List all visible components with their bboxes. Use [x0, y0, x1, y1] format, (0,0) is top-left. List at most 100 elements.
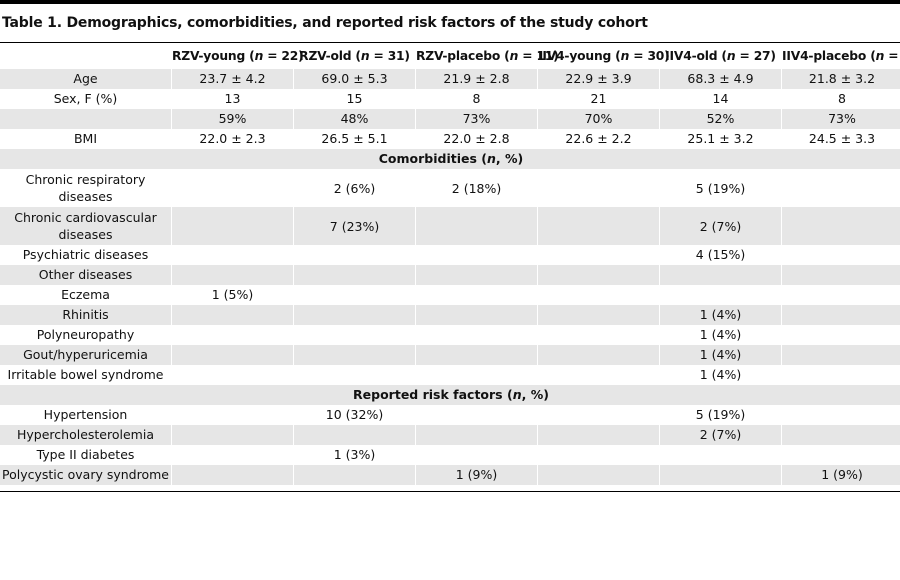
table-cell: [416, 207, 537, 245]
table-row: Chronic respiratory diseases 2 (6%) 2 (18%…: [0, 169, 900, 207]
bottom-rule: [0, 491, 900, 492]
table-cell: 25.1 ± 3.2: [687, 131, 754, 146]
table-cell: 8: [472, 91, 481, 106]
table-cell: [416, 305, 537, 325]
table-body: Age 23.7 ± 4.2 69.0 ± 5.3 21.9 ± 2.8 22.9 ± …: [0, 69, 900, 485]
table-cell: [172, 325, 293, 345]
table-cell: [416, 425, 537, 445]
table-row: Chronic cardiovascular diseases 7 (23%) 2 …: [0, 207, 900, 245]
table-cell: [416, 245, 537, 265]
section-row: Reported risk factors (n, %): [0, 385, 900, 405]
top-rule: [0, 0, 900, 4]
table-container: RZV-young (n = 22) RZV-old (n = 31) RZV-…: [0, 42, 900, 492]
table-cell: 73%: [416, 109, 537, 129]
header-cell: RZV-young (n = 22): [172, 49, 304, 63]
table-cell: [416, 365, 537, 385]
table-cell: [660, 285, 781, 305]
table-cell: 21.8 ± 3.2: [782, 69, 900, 89]
row-label: Other diseases: [0, 265, 171, 285]
table-row: Sex, F (%) 13 15 8 21 14 8: [0, 89, 900, 109]
row-label: Gout/hyperuricemia: [0, 345, 171, 365]
table-cell: [782, 425, 900, 445]
row-label: Chronic respiratory diseases: [25, 172, 146, 204]
table-cell: 1 (4%): [699, 367, 742, 382]
table-cell: [782, 305, 900, 325]
table-cell: [660, 265, 781, 285]
table-cell: 2 (6%): [333, 180, 376, 196]
table-cell: [782, 365, 900, 385]
table-cell: [416, 445, 537, 465]
table-cell: 21: [590, 91, 607, 106]
table-cell: [172, 245, 293, 265]
table-cell: 52%: [660, 109, 781, 129]
table-cell: 48%: [294, 109, 415, 129]
table-cell: 68.3 ± 4.9: [660, 69, 781, 89]
row-label: Irritable bowel syndrome: [7, 367, 164, 382]
table-cell: [294, 325, 415, 345]
section-heading: Reported risk factors (n, %): [0, 385, 900, 405]
table-cell: [172, 365, 293, 385]
table-cell: [538, 207, 659, 245]
table-cell: [172, 345, 293, 365]
table-cell: 15: [346, 91, 363, 106]
table-cell: [660, 465, 781, 485]
table-cell: 1 (5%): [211, 287, 254, 302]
table-cell: [172, 405, 293, 425]
table-cell: [294, 245, 415, 265]
section-heading: Comorbidities (n, %): [0, 149, 900, 169]
table-cell: 2 (18%): [451, 180, 502, 196]
table-cell: [294, 285, 415, 305]
table-row: Rhinitis 1 (4%): [0, 305, 900, 325]
row-label: Psychiatric diseases: [22, 247, 149, 262]
header-cell: [0, 43, 171, 69]
table-cell: 2 (7%): [660, 425, 781, 445]
table-cell: 1 (3%): [333, 447, 376, 462]
row-label: Hypercholesterolemia: [0, 425, 171, 445]
table-cell: [172, 169, 293, 207]
table-cell: [538, 169, 659, 207]
table-row: Age 23.7 ± 4.2 69.0 ± 5.3 21.9 ± 2.8 22.9 ± …: [0, 69, 900, 89]
table-cell: [416, 265, 537, 285]
table-row: 59% 48% 73% 70% 52% 73%: [0, 109, 900, 129]
table-cell: [538, 345, 659, 365]
table-cell: [538, 245, 659, 265]
row-label: Eczema: [61, 287, 110, 302]
table-cell: 73%: [782, 109, 900, 129]
row-label: Chronic cardiovascular diseases: [0, 207, 171, 245]
table-cell: 22.9 ± 3.9: [538, 69, 659, 89]
row-label: Age: [0, 69, 171, 89]
table-cell: [538, 285, 659, 305]
table-row: Polyneuropathy 1 (4%): [0, 325, 900, 345]
table-cell: [416, 405, 537, 425]
table-cell: [782, 265, 900, 285]
row-label: Polycystic ovary syndrome: [0, 465, 171, 485]
table-cell: 1 (4%): [660, 305, 781, 325]
table-cell: [782, 207, 900, 245]
table-cell: 13: [224, 91, 241, 106]
table-cell: [172, 305, 293, 325]
table-cell: 1 (4%): [660, 345, 781, 365]
table-row: Type II diabetes 1 (3%): [0, 445, 900, 465]
table-row: Hypercholesterolemia 2 (7%): [0, 425, 900, 445]
table-cell: [172, 265, 293, 285]
row-label: Hypertension: [43, 407, 128, 422]
table-cell: 21.9 ± 2.8: [416, 69, 537, 89]
header-cell: IIV4-placebo (n = 11): [782, 49, 900, 63]
table-cell: [416, 325, 537, 345]
table-cell: [782, 445, 900, 465]
header-cell: RZV-old (n = 31): [299, 49, 410, 63]
header-cell: IIV4-young (n = 30): [538, 49, 670, 63]
table-cell: [538, 365, 659, 385]
header-top-rule: [0, 42, 900, 43]
table-cell: 24.5 ± 3.3: [808, 131, 876, 146]
table-cell: [294, 305, 415, 325]
table-cell: 10 (32%): [325, 407, 384, 422]
row-label: Type II diabetes: [36, 447, 135, 462]
table-cell: [416, 345, 537, 365]
table-cell: 1 (4%): [699, 327, 742, 342]
table-cell: [538, 405, 659, 425]
table-cell: [660, 445, 781, 465]
table-cell: 5 (19%): [695, 180, 746, 196]
table-cell: 1 (9%): [782, 465, 900, 485]
table-cell: 1 (9%): [416, 465, 537, 485]
